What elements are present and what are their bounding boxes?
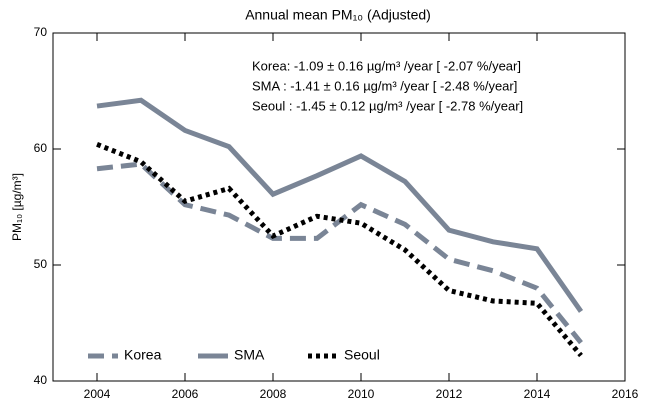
x-tick-label: 2008 — [260, 387, 287, 401]
legend-label: SMA — [234, 347, 265, 363]
plot-frame — [52, 32, 626, 382]
x-tick-label: 2016 — [612, 387, 639, 401]
y-tick-label: 50 — [34, 257, 48, 271]
y-tick-label: 70 — [34, 25, 48, 39]
legend-label: Korea — [124, 347, 162, 363]
y-tick-label: 60 — [34, 141, 48, 155]
y-axis-label: PM₁₀ [µg/m³] — [10, 173, 24, 241]
x-tick-label: 2010 — [348, 387, 375, 401]
line — [96, 142, 583, 358]
chart-title: Annual mean PM₁₀ (Adjusted) — [245, 7, 431, 23]
x-tick-label: 2014 — [524, 387, 551, 401]
x-tick-label: 2012 — [436, 387, 463, 401]
line — [96, 97, 584, 313]
annotation: Seoul : -1.45 ± 0.12 µg/m³ /year [ -2.78… — [252, 98, 523, 113]
legend-label: Seoul — [344, 347, 380, 363]
line — [96, 161, 583, 345]
annotation: SMA : -1.41 ± 0.16 µg/m³ /year [ -2.48 %… — [252, 78, 517, 93]
y-tick-label: 40 — [34, 373, 48, 387]
x-tick-label: 2004 — [84, 387, 111, 401]
annotation: Korea: -1.09 ± 0.16 µg/m³ /year [ -2.07 … — [252, 58, 521, 73]
x-tick-label: 2006 — [172, 387, 199, 401]
